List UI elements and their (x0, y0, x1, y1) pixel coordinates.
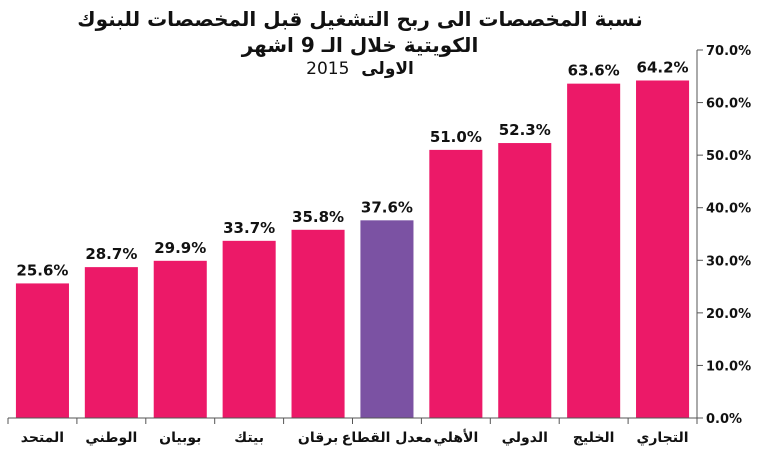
y-tick-label-6: 60.0% (706, 97, 751, 112)
bar-2 (153, 260, 207, 418)
bar-0 (15, 283, 69, 418)
chart-title: نسبة المخصصات الى ربح التشغيل قبل المخصص… (40, 6, 680, 80)
bar-8 (567, 83, 621, 418)
bar-5 (360, 220, 414, 418)
y-tick-label-2: 20.0% (706, 307, 751, 322)
bar-7 (498, 143, 552, 418)
y-tick-label-0: 0.0% (706, 412, 742, 427)
data-label-8: 63.6% (568, 62, 620, 80)
y-tick-label-3: 30.0% (706, 254, 751, 269)
data-label-4: 35.8% (292, 208, 344, 226)
bar-6 (429, 149, 483, 418)
y-tick-label-7: 70.0% (706, 44, 751, 59)
data-label-0: 25.6% (16, 261, 68, 279)
data-label-2: 29.9% (154, 239, 206, 257)
y-axis: 0.0% 10.0% 20.0% 30.0% 40.0% 50.0% 60.0% 70.0% (7, 44, 751, 427)
data-labels-group: 25.6% 28.7% 29.9% 33.7% 35.8% 37.6% 51.0% 52.3%… (16, 58, 688, 279)
data-label-5: 37.6% (361, 198, 413, 216)
data-label-6: 51.0% (430, 128, 482, 146)
x-axis-categories: المتحد الوطني بوبيان بيتك برقان معدل القطاع ال… (21, 429, 689, 447)
bars-group (15, 80, 690, 419)
y-tick-label-4: 40.0% (706, 202, 751, 217)
data-label-9: 64.2% (637, 58, 689, 76)
chart-title-line: نسبة المخصصات الى ربح التشغيل قبل المخصص… (77, 7, 643, 57)
y-tick-label-1: 10.0% (706, 359, 751, 374)
category-label-7: الدولي (502, 430, 548, 446)
data-label-7: 52.3% (499, 121, 551, 139)
bar-3 (222, 240, 276, 418)
bar-4 (291, 229, 345, 418)
category-label-6: الأهلي (433, 429, 478, 446)
data-label-3: 33.7% (223, 219, 275, 237)
category-label-8: الخليج (573, 430, 615, 446)
category-label-9: التجاري (637, 430, 689, 447)
y-tick-label-5: 50.0% (706, 149, 751, 164)
data-label-1: 28.7% (85, 245, 137, 263)
bar-1 (84, 267, 138, 418)
category-label-3: بيتك (234, 430, 264, 446)
category-label-4: برقان (298, 430, 338, 446)
chart-subtitle-year: 2015 (306, 59, 350, 79)
category-label-5: معدل القطاع (342, 430, 432, 446)
chart-subtitle: الاولى 2015 (40, 58, 680, 80)
bar-9 (636, 80, 690, 419)
category-label-1: الوطني (85, 430, 137, 446)
category-label-0: المتحد (21, 430, 64, 446)
category-label-2: بوبيان (159, 430, 201, 446)
chart-subtitle-text: الاولى (361, 59, 414, 79)
